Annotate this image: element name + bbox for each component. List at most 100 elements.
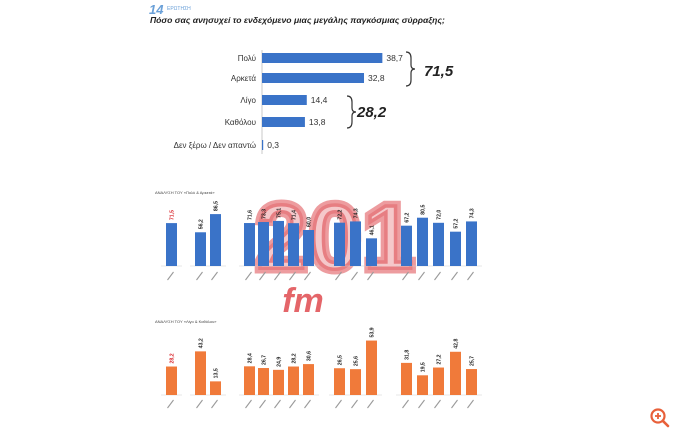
category-tick-label: [335, 271, 342, 281]
column-bar: [366, 238, 377, 266]
category-label: Πολύ: [238, 54, 256, 63]
category-tick-label: [167, 399, 174, 409]
watermark-logo: 201201fm: [251, 181, 418, 321]
group-brace: [346, 95, 357, 129]
column-value-label: 25,6: [353, 356, 359, 366]
column-value-label: 71,5: [169, 210, 175, 220]
bar: [262, 117, 305, 127]
category-tick-label: [304, 399, 311, 409]
column-bar: [288, 223, 299, 266]
column-value-label: 24,9: [276, 357, 282, 367]
category-tick-label: [259, 399, 266, 409]
column-value-label: 19,5: [420, 362, 426, 372]
category-tick-label: [259, 271, 266, 281]
column-value-label: 57,2: [453, 218, 459, 228]
category-tick-label: [467, 399, 474, 409]
breakdown-title-very-quite: ΑΝΑΛΥΣΗ ΤΟΥ «Πολύ & Αρκετά»: [155, 190, 215, 195]
column-value-label: 74,3: [353, 208, 359, 218]
category-tick-label: [402, 399, 409, 409]
column-bar: [433, 222, 444, 266]
column-value-label: 28,4: [247, 353, 253, 363]
column-bar: [366, 340, 377, 395]
category-tick-label: [274, 399, 281, 409]
category-label: Καθόλου: [225, 118, 256, 127]
bar-value-label: 0,3: [267, 140, 279, 150]
column-value-label: 56,2: [198, 219, 204, 229]
category-tick-label: [434, 271, 441, 281]
column-bar: [334, 368, 345, 395]
column-bar: [195, 351, 206, 395]
zoom-in-icon: [650, 408, 670, 428]
group-brace: [405, 51, 416, 87]
column-value-label: 43,2: [198, 338, 204, 348]
column-value-label: 31,8: [404, 350, 410, 360]
column-bar: [303, 364, 314, 395]
category-tick-label: [367, 271, 374, 281]
question-number-caption: ΕΡΩΤΗΣΗ: [167, 6, 191, 12]
column-value-label: 80,5: [420, 204, 426, 214]
column-bar: [466, 221, 477, 266]
question-number: 14: [149, 2, 164, 17]
category-tick-label: [274, 271, 281, 281]
column-bar: [450, 351, 461, 395]
column-value-label: 67,2: [404, 212, 410, 222]
column-bar: [334, 222, 345, 266]
bar-value-label: 14,4: [311, 95, 328, 105]
column-bar: [401, 225, 412, 266]
column-bar: [244, 223, 255, 266]
column-value-label: 46,1: [369, 225, 375, 235]
bar: [262, 73, 365, 83]
column-value-label: 30,6: [306, 351, 312, 361]
column-bar: [244, 366, 255, 395]
category-tick-label: [418, 271, 425, 281]
category-tick-label: [245, 399, 252, 409]
main-horizontal-bar-chart: Πολύ 38,7 Αρκετά 32,8 Λίγο 14,4 Καθόλου 13,8 Δεν…: [174, 50, 454, 154]
category-tick-label: [304, 271, 311, 281]
column-value-label: 86,5: [213, 201, 219, 211]
column-bar: [303, 230, 314, 266]
column-bar: [273, 369, 284, 395]
bar: [262, 53, 383, 63]
column-bar: [166, 366, 177, 395]
watermark-suffix: fm: [282, 282, 324, 320]
column-bar: [166, 223, 177, 266]
category-tick-label: [211, 399, 218, 409]
bar: [262, 95, 307, 105]
column-bar: [288, 366, 299, 395]
category-tick-label: [434, 399, 441, 409]
column-value-label: 27,2: [436, 354, 442, 364]
column-bar: [195, 232, 206, 266]
bar-value-label: 32,8: [368, 73, 385, 83]
column-value-label: 73,3: [261, 209, 267, 219]
column-bar: [258, 222, 269, 266]
column-bar: [466, 369, 477, 395]
column-bar: [350, 369, 361, 395]
category-tick-label: [196, 271, 203, 281]
breakdown-title-little-notatall: ΑΝΑΛΥΣΗ ΤΟΥ «Λίγο & Καθόλου»: [155, 319, 217, 324]
column-bar: [417, 375, 428, 395]
column-value-label: 72,2: [337, 209, 343, 219]
category-tick-label: [351, 271, 358, 281]
column-value-label: 72,0: [436, 210, 442, 220]
column-value-label: 42,8: [453, 339, 459, 349]
column-bar: [350, 221, 361, 266]
column-value-label: 71,4: [291, 210, 297, 220]
category-label: Αρκετά: [231, 74, 257, 83]
column-value-label: 26,7: [261, 355, 267, 365]
column-bar: [210, 381, 221, 395]
category-tick-label: [335, 399, 342, 409]
category-tick-label: [289, 271, 296, 281]
category-tick-label: [167, 271, 174, 281]
category-tick-label: [351, 399, 358, 409]
column-value-label: 28,2: [169, 353, 175, 363]
column-value-label: 13,5: [213, 368, 219, 378]
group-total-label: 28,2: [356, 104, 387, 121]
breakdown-chart-little-notatall: 28,2 43,2 13,5 28,4 26,7 24,9 28,2 30,6 26,5 25,6…: [161, 327, 482, 409]
column-value-label: 28,2: [291, 353, 297, 363]
category-tick-label: [245, 271, 252, 281]
column-value-label: 74,3: [469, 208, 475, 218]
column-value-label: 25,7: [469, 356, 475, 366]
category-tick-label: [418, 399, 425, 409]
zoom-in-button[interactable]: [648, 406, 672, 430]
